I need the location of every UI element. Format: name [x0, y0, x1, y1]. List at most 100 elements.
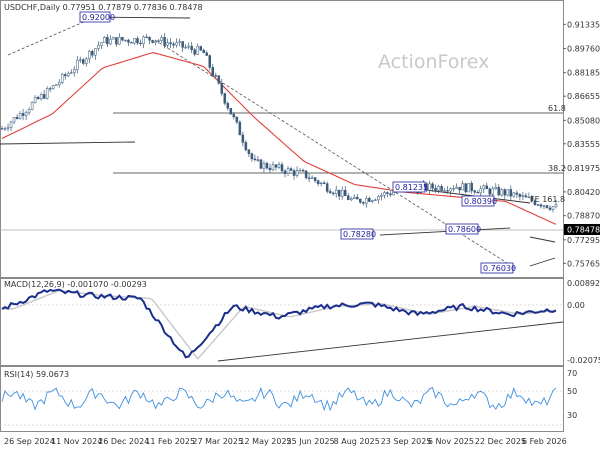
candle-body [539, 204, 543, 207]
support-line-left [0, 141, 136, 145]
candle-body [331, 192, 335, 195]
time-tick-label: 11 Feb 2025 [145, 437, 195, 446]
candle-body [66, 73, 70, 77]
candle-body [187, 45, 190, 48]
candle-body [488, 188, 492, 195]
candle-body [238, 121, 242, 136]
candle-body [3, 128, 7, 130]
candle-body [292, 170, 296, 176]
price-tick-label: 0.81975 [567, 164, 600, 173]
candle-body [36, 97, 40, 100]
candle-body [512, 192, 516, 197]
price-tick-label: 0.89760 [567, 45, 600, 54]
macd-panel-frame [0, 278, 564, 366]
candle-body [21, 113, 25, 116]
candle-body [241, 134, 245, 143]
candle-body [82, 59, 85, 64]
candle-body [235, 116, 239, 123]
candle-body [45, 88, 49, 99]
candle-body [268, 167, 272, 171]
candle-body [181, 41, 184, 48]
candle-body [202, 49, 205, 54]
candle-body [530, 196, 534, 202]
candle-body [325, 183, 329, 192]
candle-body [103, 37, 106, 43]
candle-body [491, 188, 495, 195]
time-tick-label: 23 Sep 2025 [381, 437, 432, 446]
label-0-81235: 0.81235 [395, 183, 428, 192]
candle-body [455, 186, 458, 189]
candle-body [190, 45, 193, 51]
channel-lower [379, 227, 511, 236]
fe-161-8-label: FE 161.8 [530, 195, 565, 204]
candle-body [476, 191, 479, 194]
candle-body [259, 159, 263, 169]
rsi-panel-frame [0, 366, 564, 432]
candle-body [506, 189, 510, 196]
candle-body [130, 42, 133, 44]
candle-body [521, 195, 525, 197]
candle-body [211, 67, 215, 76]
label-0-80390: 0.80390 [464, 197, 497, 206]
candle-body [319, 182, 323, 184]
candle-body [527, 196, 531, 199]
candle-body [431, 183, 434, 189]
candle-body [518, 194, 522, 197]
candle-body [542, 205, 546, 207]
candle-body [289, 168, 293, 171]
candle-body [524, 195, 528, 198]
candle-body [247, 149, 251, 154]
candle-body [265, 163, 269, 169]
candle-body [347, 195, 350, 201]
candlesticks [0, 33, 558, 213]
candle-body [175, 42, 178, 46]
candle-body [151, 39, 154, 43]
time-tick-label: 6 Feb 2026 [522, 437, 567, 446]
candle-body [310, 177, 314, 179]
fib-61-8-label: 61.8 [548, 104, 566, 113]
candle-body [533, 200, 537, 205]
candle-body [497, 187, 501, 196]
candle-body [145, 36, 148, 38]
candle-body [353, 196, 356, 199]
macd-tick-bottom: -0.020759 [567, 356, 600, 365]
candle-body [428, 183, 431, 191]
candle-body [54, 84, 58, 86]
label-0-78600: 0.78600 [448, 225, 481, 234]
candle-body [15, 117, 19, 120]
label-box-0-92000 [79, 11, 111, 23]
label-0-76030: 0.76030 [483, 264, 516, 273]
candle-body [63, 74, 67, 77]
candle-body [470, 183, 473, 192]
time-tick-label: 25 Jun 2025 [287, 437, 335, 446]
candle-body [42, 94, 46, 99]
candle-body [76, 60, 79, 70]
candle-body [139, 42, 142, 45]
candle-body [536, 204, 540, 206]
candle-body [307, 177, 311, 179]
candle-body [365, 197, 368, 204]
price-tick-label: 0.80420 [567, 188, 600, 197]
candle-body [208, 55, 211, 68]
candle-body [434, 187, 437, 191]
rsi-tick-30: 30 [567, 411, 577, 420]
candle-body [283, 170, 287, 174]
rsi-tick-70: 70 [567, 369, 577, 378]
label-box-0-78280 [340, 228, 374, 240]
price-tick-label: 0.83555 [567, 140, 600, 149]
candle-body [440, 185, 443, 191]
rsi-tick-50: 50 [567, 387, 577, 396]
candle-body [27, 109, 31, 113]
candle-body [316, 180, 320, 184]
price-tick-label: 0.78870 [567, 212, 600, 221]
macd-signal-line [2, 289, 557, 360]
candle-body [494, 187, 498, 190]
candle-body [24, 112, 28, 116]
candle-body [30, 102, 34, 110]
rsi-title: RSI(14) 59.0673 [4, 370, 69, 379]
label-0-92000: 0.92000 [82, 13, 115, 22]
last-price-value: 0.78478 [567, 226, 600, 235]
candle-body [124, 39, 127, 42]
candle-body [100, 42, 103, 46]
